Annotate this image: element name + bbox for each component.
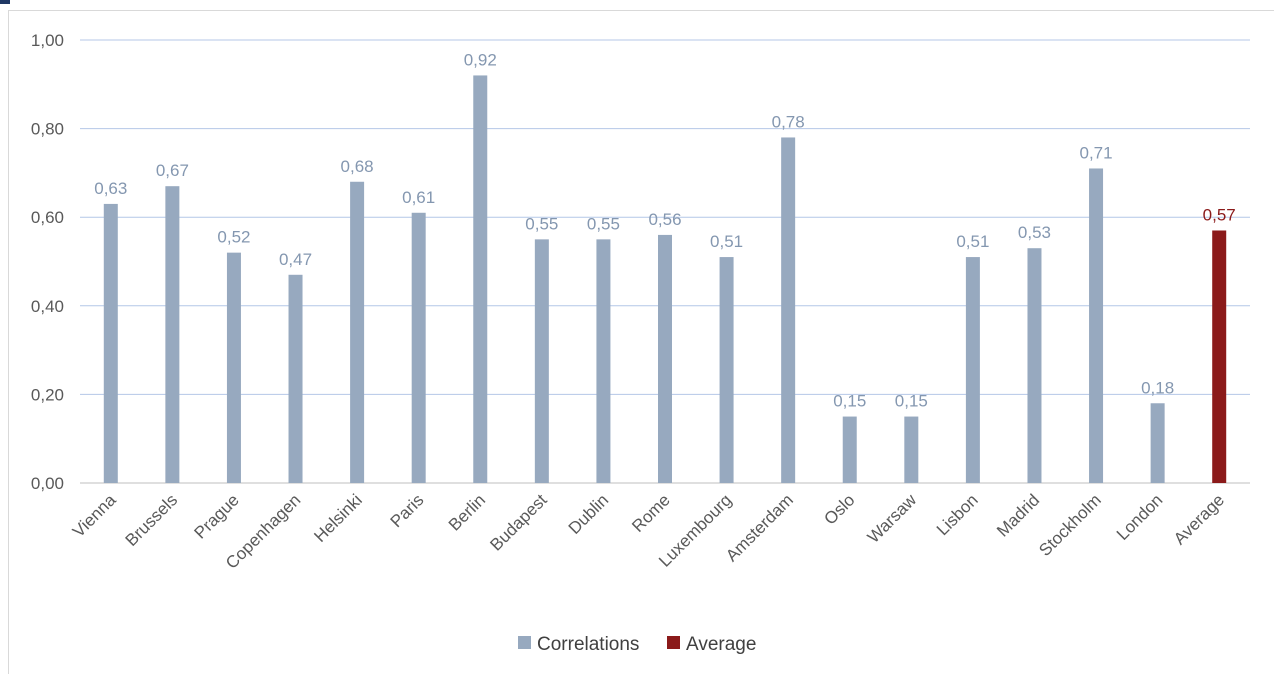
bar-paris bbox=[411, 212, 426, 483]
bar-oslo bbox=[842, 416, 857, 483]
x-tick-label: Berlin bbox=[445, 490, 489, 534]
bar-average bbox=[1212, 230, 1227, 483]
bar-london bbox=[1150, 403, 1165, 483]
x-tick-label: Prague bbox=[191, 490, 243, 542]
bar-madrid bbox=[1027, 248, 1042, 483]
y-tick-label: 0,60 bbox=[31, 208, 64, 227]
x-tick-label: Dublin bbox=[565, 490, 613, 538]
chart-frame bbox=[8, 10, 1274, 674]
x-tick-label: Stockholm bbox=[1035, 490, 1105, 560]
data-label-amsterdam: 0,78 bbox=[772, 112, 805, 131]
bar-berlin bbox=[473, 75, 488, 483]
data-label-oslo: 0,15 bbox=[833, 392, 866, 411]
data-label-madrid: 0,53 bbox=[1018, 223, 1051, 242]
x-tick-label: Amsterdam bbox=[722, 490, 797, 565]
bar-budapest bbox=[534, 239, 549, 483]
legend-swatch-average bbox=[667, 636, 680, 649]
x-tick-label: Average bbox=[1170, 490, 1228, 548]
legend-label-correlations: Correlations bbox=[537, 634, 639, 655]
data-label-vienna: 0,63 bbox=[94, 179, 127, 198]
x-tick-label: Madrid bbox=[993, 490, 1043, 540]
data-label-london: 0,18 bbox=[1141, 378, 1174, 397]
data-label-warsaw: 0,15 bbox=[895, 392, 928, 411]
y-tick-label: 0,80 bbox=[31, 120, 64, 139]
data-label-luxembourg: 0,51 bbox=[710, 232, 743, 251]
data-label-dublin: 0,55 bbox=[587, 214, 620, 233]
data-label-rome: 0,56 bbox=[648, 210, 681, 229]
data-label-prague: 0,52 bbox=[217, 228, 250, 247]
legend-swatch-correlations bbox=[518, 636, 531, 649]
data-label-brussels: 0,67 bbox=[156, 161, 189, 180]
y-axis-ticks: 0,00 0,20 0,40 0,60 0,80 1,00 bbox=[31, 31, 64, 493]
data-label-average: 0,57 bbox=[1203, 205, 1236, 224]
x-tick-label: Rome bbox=[628, 490, 674, 536]
data-label-berlin: 0,92 bbox=[464, 50, 497, 69]
y-tick-label: 0,40 bbox=[31, 297, 64, 316]
x-tick-label: Paris bbox=[387, 490, 428, 531]
data-label-paris: 0,61 bbox=[402, 188, 435, 207]
x-tick-label: London bbox=[1113, 490, 1167, 544]
bar-stockholm bbox=[1089, 168, 1104, 483]
bars bbox=[103, 75, 1227, 483]
data-label-helsinki: 0,68 bbox=[341, 157, 374, 176]
bar-helsinki bbox=[350, 181, 365, 483]
data-label-budapest: 0,55 bbox=[525, 214, 558, 233]
data-label-copenhagen: 0,47 bbox=[279, 250, 312, 269]
bar-vienna bbox=[103, 203, 118, 483]
data-label-stockholm: 0,71 bbox=[1080, 143, 1113, 162]
y-tick-label: 1,00 bbox=[31, 31, 64, 50]
data-labels: 0,63 0,67 0,52 0,47 0,68 0,61 0,92 0,55 0,55 0,56… bbox=[94, 50, 1236, 410]
x-tick-label: Brussels bbox=[122, 490, 182, 550]
x-tick-label: Lisbon bbox=[933, 490, 982, 539]
bar-brussels bbox=[165, 186, 180, 483]
bar-luxembourg bbox=[719, 257, 734, 483]
x-tick-label: Warsaw bbox=[864, 490, 921, 547]
x-tick-label: Budapest bbox=[486, 490, 550, 554]
bar-amsterdam bbox=[781, 137, 796, 483]
y-tick-label: 0,00 bbox=[31, 474, 64, 493]
bar-rome bbox=[658, 234, 672, 483]
bar-copenhagen bbox=[288, 274, 303, 483]
x-tick-label: Vienna bbox=[69, 490, 120, 541]
legend-label-average: Average bbox=[686, 634, 756, 655]
bar-lisbon bbox=[965, 257, 980, 483]
x-tick-label: Oslo bbox=[820, 490, 858, 528]
y-tick-label: 0,20 bbox=[31, 385, 64, 404]
bar-prague bbox=[226, 252, 241, 483]
legend: Correlations Average bbox=[518, 634, 756, 655]
corner-accent bbox=[0, 0, 10, 4]
x-tick-label: Helsinki bbox=[310, 490, 366, 546]
bar-warsaw bbox=[904, 416, 919, 483]
bar-dublin bbox=[596, 239, 611, 483]
data-label-lisbon: 0,51 bbox=[956, 232, 989, 251]
